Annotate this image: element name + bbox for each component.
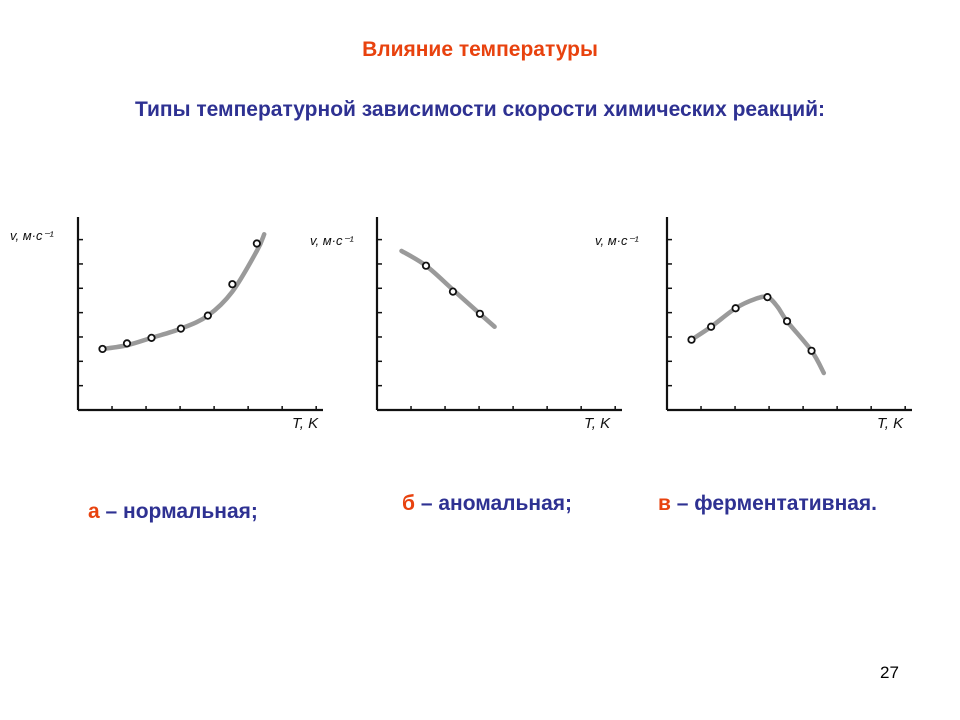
caption-b: б – аномальная; [402, 492, 572, 516]
chart-b: v, м·с⁻¹ T, K [310, 217, 622, 432]
page-number: 27 [880, 663, 899, 682]
caption-c-letter: в [658, 492, 671, 515]
caption-a: а – нормальная; [88, 500, 258, 524]
y-axis-label: v, м·с⁻¹ [595, 233, 639, 248]
caption-a-letter: а [88, 500, 100, 523]
caption-b-letter: б [402, 492, 415, 515]
caption-c: в – ферментативная. [658, 492, 877, 516]
y-axis-label: v, м·с⁻¹ [10, 228, 54, 243]
x-axis-label: T, K [292, 415, 319, 432]
data-point [731, 304, 740, 313]
data-point [228, 280, 237, 289]
y-axis-label: v, м·с⁻¹ [310, 233, 354, 248]
data-point [807, 346, 816, 355]
slide-title: Влияние температуры [362, 38, 598, 61]
data-point [421, 261, 431, 270]
caption-a-text: – нормальная; [99, 500, 258, 523]
data-point [475, 309, 484, 318]
series-line [689, 294, 827, 376]
x-axis-label: T, K [584, 415, 611, 432]
data-point [687, 335, 696, 344]
data-point [176, 324, 185, 333]
data-point [448, 287, 458, 296]
data-point [252, 239, 261, 248]
data-point [203, 311, 212, 320]
data-point [763, 293, 772, 302]
caption-c-text: – ферментативная. [670, 492, 878, 515]
chart-c: v, м·с⁻¹ T, K [595, 217, 912, 432]
x-axis-label: T, K [877, 415, 904, 432]
data-point [707, 322, 716, 331]
data-point [782, 317, 792, 326]
caption-b-text: – аномальная; [414, 492, 573, 515]
chart-a: v, м·с⁻¹ T, K [10, 217, 323, 432]
data-point [98, 344, 107, 354]
data-point [122, 339, 132, 348]
slide-subtitle: Типы температурной зависимости скорости … [134, 98, 826, 121]
data-point [147, 333, 156, 342]
